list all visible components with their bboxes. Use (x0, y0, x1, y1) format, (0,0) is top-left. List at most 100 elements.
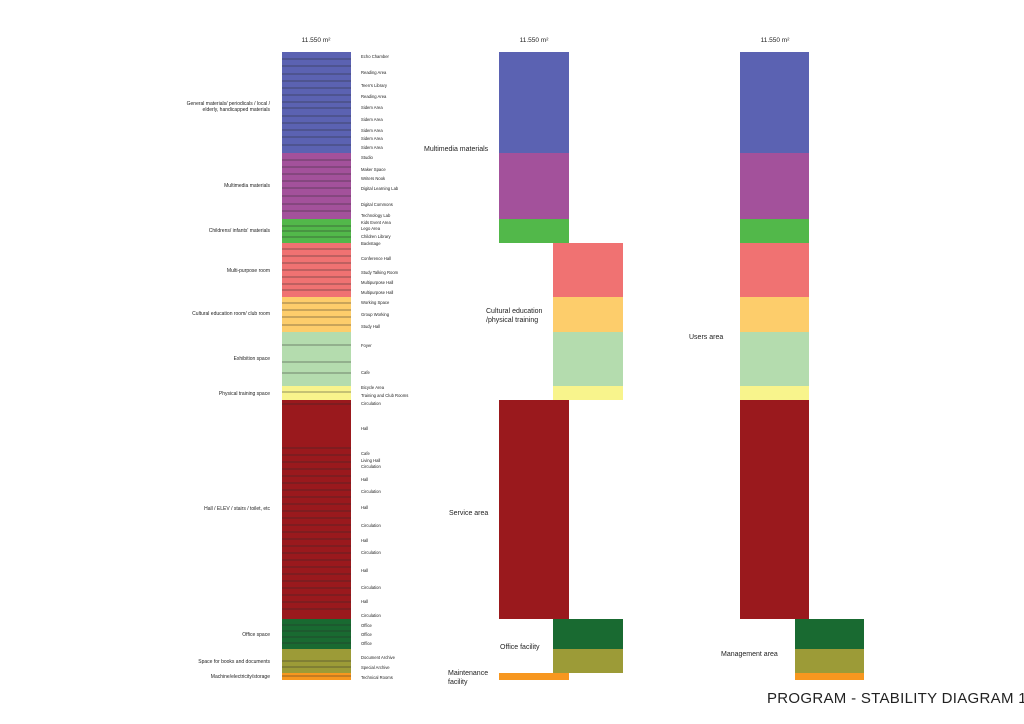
area-label: Office (361, 640, 372, 646)
column-1-block-dark_green (282, 619, 351, 649)
area-label: Lego Area (361, 225, 381, 231)
area-label: Digital Learning Lab (361, 185, 399, 191)
column-3-block-blue (740, 52, 809, 153)
area-label: Multipurpose Hall (361, 279, 394, 285)
group-office-facility: Office facility (500, 644, 540, 651)
column-2-block-salmon (553, 243, 623, 297)
column-2-block-olive (553, 649, 623, 673)
area-label: Sidem Area (361, 144, 383, 150)
area-label: Hall (361, 537, 369, 543)
column-1-total-area: 11.550 m² (301, 37, 331, 44)
area-label: Sidem Area (361, 135, 383, 141)
column-2-block-sage (553, 332, 623, 386)
area-label: Cafe (361, 369, 370, 375)
area-label: Sidem Area (361, 104, 383, 110)
area-label: Study Hall (361, 323, 381, 329)
area-label: Special Archive (361, 664, 390, 670)
column-1-block-red (282, 400, 351, 619)
area-label: Conference Hall (361, 255, 392, 261)
column-2-block-orange (499, 673, 569, 680)
group-maintenance-facility: Maintenance facility (448, 670, 489, 686)
column-1-block-sage (282, 332, 351, 386)
column-1-block-orange (282, 673, 351, 680)
category-office-space: Office space (242, 632, 270, 638)
area-label: Office (361, 622, 372, 628)
area-label: Living Hall (361, 457, 381, 463)
area-label: Hall (361, 476, 369, 482)
diagram-title: PROGRAM - STABILITY DIAGRAM 1 (767, 690, 1024, 707)
column-1-block-orange_light (282, 297, 351, 332)
column-2-total-area: 11.550 m² (519, 37, 549, 44)
group-users-area: Users area (689, 334, 724, 341)
area-label: Circulation (361, 400, 381, 406)
area-label: Bicycle Area (361, 384, 385, 390)
column-2-block-red (499, 400, 569, 619)
area-label: Circulation (361, 463, 381, 469)
column-1-block-purple (282, 153, 351, 219)
area-label: Training and Club Rooms (361, 392, 409, 398)
category-machine-storage: Machine/electricity/storage (210, 674, 270, 680)
column-3-block-red (740, 400, 809, 619)
area-label: Circulation (361, 584, 381, 590)
area-label: Foyer (361, 342, 372, 348)
area-label: Reading Area (361, 69, 387, 75)
area-label: Hall (361, 504, 369, 510)
category-exhibition-space: Exhibition space (233, 356, 270, 362)
area-label: Circulation (361, 488, 381, 494)
column-2-block-blue (499, 52, 569, 153)
group-multimedia-materials: Multimedia materials (424, 146, 489, 153)
column-2-block-yellow (553, 386, 623, 400)
area-label: Hall (361, 425, 369, 431)
area-label: Working Space (361, 299, 390, 305)
area-label: Sidem Area (361, 116, 383, 122)
category-general-materials: General materials/ periodicals / local /… (186, 101, 270, 113)
area-label: Hall (361, 567, 369, 573)
category-physical-training-space: Physical training space (218, 391, 270, 397)
area-label: Studio (361, 154, 373, 160)
area-label: Backstage (361, 240, 381, 246)
category-hall-circulation: Hall / ELEV / stairs / toilet, etc (204, 506, 270, 512)
column-2-block-green (499, 219, 569, 243)
area-label: Teen's Library (361, 82, 387, 88)
category-childrens-materials: Childrens/ infants' materials (208, 228, 270, 234)
area-label: Cafe (361, 450, 370, 456)
area-label: Circulation (361, 549, 381, 555)
area-label: Echo Chamber (361, 53, 389, 59)
area-label: Writers Nook (361, 175, 386, 181)
group-management-area: Management area (721, 651, 778, 658)
column-2-block-orange_light (553, 297, 623, 332)
area-label: Hall (361, 598, 369, 604)
column-2-block-dark_green (553, 619, 623, 649)
group-cultural-education: Cultural education /physical training (486, 308, 543, 324)
area-label: Kids Event Area (361, 219, 391, 225)
column-3-block-olive (795, 649, 864, 673)
column-2-block-purple (499, 153, 569, 219)
column-3-block-salmon (740, 243, 809, 297)
area-label: Reading Area (361, 93, 387, 99)
column-3-block-sage (740, 332, 809, 386)
column-1-block-yellow (282, 386, 351, 400)
column-3-block-orange_light (740, 297, 809, 332)
column-3-block-purple (740, 153, 809, 219)
category-multi-purpose-room: Multi-purpose room (226, 268, 270, 274)
area-label: Multipurpose Hall (361, 289, 394, 295)
area-label: Technology Lab (361, 212, 391, 218)
area-label: Circulation (361, 522, 381, 528)
column-1-block-blue (282, 52, 351, 153)
area-label: Sidem Area (361, 127, 383, 133)
area-label: Office (361, 631, 372, 637)
column-3-block-green (740, 219, 809, 243)
area-label: Circulation (361, 612, 381, 618)
column-3-block-dark_green (795, 619, 864, 649)
area-label: Technical Rooms (361, 674, 393, 680)
category-multimedia-materials: Multimedia materials (224, 183, 270, 189)
group-service-area: Service area (449, 510, 489, 517)
area-label: Maker Space (361, 166, 386, 172)
column-3-total-area: 11.550 m² (760, 37, 790, 44)
area-label: Document Archive (361, 654, 395, 660)
area-label: Study Talking Room (361, 269, 399, 275)
area-label: Digital Commons (361, 201, 393, 207)
area-label: Children Library (361, 233, 391, 239)
column-3-block-yellow (740, 386, 809, 400)
